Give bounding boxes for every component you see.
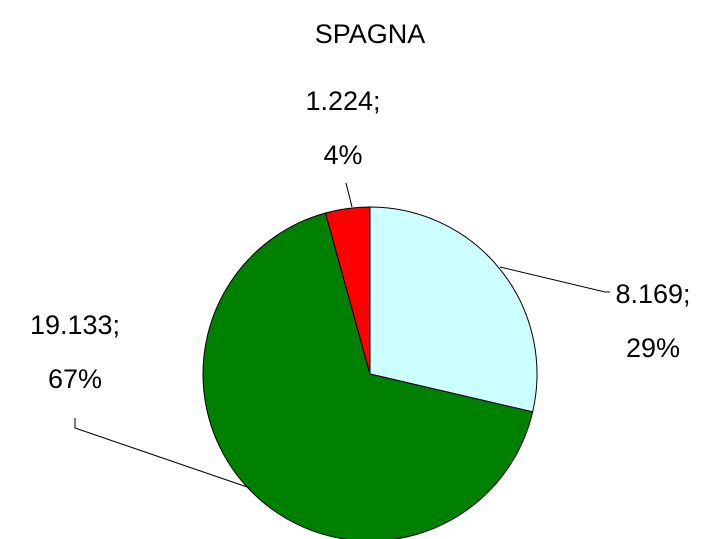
leader-line <box>499 266 610 293</box>
data-label: 1.224; <box>305 86 380 116</box>
data-label: 4% <box>323 140 362 170</box>
pie-slice <box>202 212 534 539</box>
chart-title: SPAGNA <box>315 19 426 49</box>
leader-line <box>345 182 353 208</box>
pie-slice <box>324 206 371 375</box>
data-label: 8.169; <box>615 279 690 309</box>
data-label: 19.133; <box>30 310 120 340</box>
data-label: 67% <box>48 364 102 394</box>
leader-line <box>74 418 251 489</box>
pie <box>202 206 538 539</box>
pie-slice <box>369 206 538 413</box>
data-label: 29% <box>626 333 680 363</box>
